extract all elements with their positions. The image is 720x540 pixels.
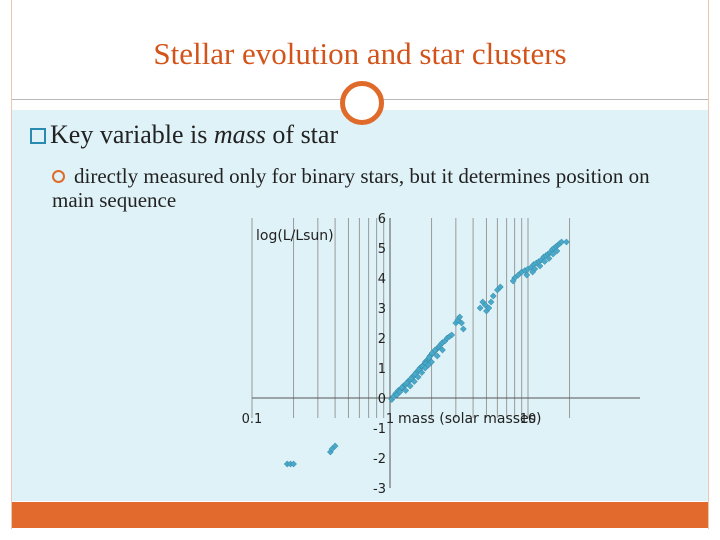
- data-point: [410, 378, 418, 385]
- data-point: [425, 354, 433, 361]
- data-point: [509, 277, 517, 285]
- bullet-sub-text: directly measured only for binary stars,…: [52, 164, 650, 212]
- data-point: [553, 247, 561, 255]
- y-tick-label: -1: [373, 422, 386, 437]
- data-point: [448, 331, 456, 339]
- data-point: [485, 304, 493, 312]
- slide-title: Stellar evolution and star clusters: [153, 36, 567, 71]
- chart-axes: [252, 218, 640, 488]
- square-bullet-icon: [30, 128, 46, 144]
- chart-points: [283, 238, 570, 468]
- data-point: [418, 369, 426, 376]
- y-axis-label: log(L/Lsun): [256, 228, 334, 244]
- data-point: [523, 271, 531, 279]
- slide-frame: [11, 0, 709, 529]
- y-tick-label: 4: [378, 272, 386, 287]
- bullet-sub: directly measured only for binary stars,…: [52, 164, 652, 212]
- y-tick-label: 2: [378, 332, 386, 347]
- bullet-main: Key variable is mass of star: [30, 120, 338, 150]
- y-tick-label: -3: [373, 482, 386, 497]
- x-axis-label: mass (solar masses): [398, 411, 541, 427]
- data-point: [403, 379, 411, 387]
- y-tick-label: 6: [378, 212, 386, 227]
- data-point: [549, 250, 557, 258]
- data-point: [331, 442, 339, 450]
- data-point: [481, 301, 489, 309]
- footer-bar: [12, 502, 708, 528]
- data-point: [456, 313, 464, 321]
- data-point: [428, 358, 435, 366]
- y-tick-label: 3: [378, 302, 386, 317]
- y-tick-label: 5: [378, 242, 386, 257]
- data-point: [459, 325, 467, 333]
- y-tick-label: 0: [378, 392, 386, 407]
- data-point: [402, 387, 410, 394]
- x-tick-label: 1: [386, 412, 394, 427]
- data-point: [563, 238, 570, 246]
- data-point: [476, 304, 484, 312]
- data-point: [290, 460, 297, 468]
- x-tick-label: 10: [520, 412, 537, 427]
- x-tick-label: 0.1: [242, 412, 263, 427]
- data-point: [458, 319, 465, 327]
- data-point: [433, 352, 441, 360]
- data-point: [536, 262, 544, 270]
- data-point: [414, 373, 422, 381]
- data-point: [558, 238, 565, 246]
- bullet-main-emphasis: mass: [213, 120, 266, 149]
- data-point: [487, 298, 495, 306]
- data-point: [439, 346, 446, 354]
- y-tick-label: -2: [373, 452, 386, 467]
- data-point: [545, 255, 553, 262]
- ring-bullet-icon: [52, 170, 65, 183]
- bullet-main-suffix: of star: [265, 120, 339, 149]
- bullet-main-prefix: Key variable is: [50, 120, 214, 149]
- data-point: [496, 283, 504, 291]
- data-point: [529, 268, 537, 276]
- data-point: [541, 258, 549, 265]
- content-area: [12, 110, 708, 501]
- decorative-circle-icon: [340, 81, 384, 125]
- data-point: [431, 346, 439, 354]
- data-point: [489, 292, 497, 300]
- y-tick-label: 1: [378, 362, 386, 377]
- data-point: [406, 382, 414, 390]
- data-point: [398, 384, 406, 391]
